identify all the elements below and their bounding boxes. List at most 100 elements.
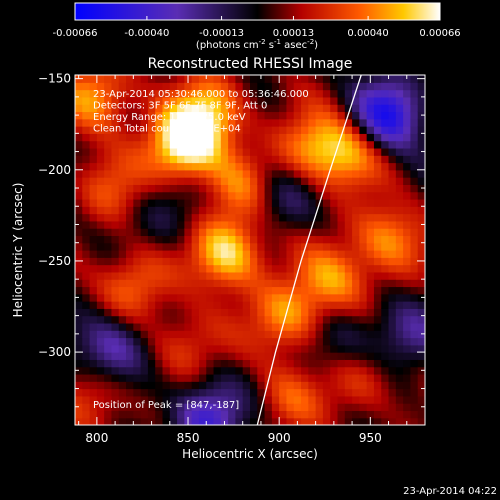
heatmap-cell — [250, 89, 258, 98]
heatmap-cell — [279, 403, 288, 412]
heatmap-cell — [228, 104, 237, 113]
heatmap-cell — [366, 395, 375, 404]
heatmap-cell — [337, 198, 346, 207]
heatmap-cell — [337, 89, 346, 98]
heatmap-cell — [301, 322, 309, 331]
colorbar-tick-label: 0.00066 — [419, 28, 460, 39]
heatmap-cell — [198, 198, 207, 207]
heatmap-cell — [410, 388, 419, 397]
heatmap-cell — [191, 220, 200, 229]
heatmap-cell — [381, 330, 390, 339]
heatmap-cell — [220, 359, 229, 368]
heatmap-cell — [395, 337, 404, 346]
heatmap-cell — [198, 279, 207, 288]
heatmap-cell — [242, 417, 251, 425]
heatmap-cell — [403, 366, 412, 375]
heatmap-cell — [89, 191, 98, 200]
heatmap-cell — [301, 206, 309, 215]
heatmap-cell — [104, 293, 113, 302]
heatmap-cell — [140, 213, 149, 222]
heatmap-cell — [235, 352, 244, 360]
heatmap-cell — [75, 322, 83, 331]
heatmap-cell — [155, 344, 164, 353]
heatmap-cell — [410, 126, 419, 134]
heatmap-cell — [315, 352, 324, 360]
heatmap-cell — [315, 271, 324, 280]
heatmap-cell — [198, 96, 207, 105]
heatmap-cell — [330, 147, 339, 156]
heatmap-cell — [140, 235, 149, 244]
heatmap-cell — [417, 322, 425, 331]
heatmap-cell — [264, 75, 273, 83]
heatmap-cell — [388, 82, 397, 91]
heatmap-cell — [96, 344, 105, 353]
heatmap-cell — [308, 308, 317, 317]
heatmap-cell — [337, 126, 346, 134]
heatmap-cell — [352, 111, 360, 120]
heatmap-cell — [228, 191, 237, 200]
heatmap-cell — [359, 198, 368, 207]
heatmap-cell — [169, 177, 178, 185]
heatmap-cell — [75, 352, 83, 360]
heatmap-cell — [191, 75, 200, 83]
heatmap-cell — [213, 330, 222, 339]
heatmap-cell — [213, 279, 222, 288]
heatmap-cell — [104, 118, 113, 127]
heatmap-cell — [395, 352, 404, 360]
heatmap-cell — [279, 381, 288, 390]
heatmap-cell — [381, 126, 390, 134]
heatmap-cell — [366, 220, 375, 229]
heatmap-cell — [352, 271, 360, 280]
heatmap-cell — [111, 96, 120, 105]
heatmap-cell — [366, 373, 375, 382]
heatmap-cell — [140, 140, 149, 149]
heatmap-cell — [89, 184, 98, 193]
heatmap-cell — [388, 198, 397, 207]
heatmap-cell — [177, 417, 185, 425]
heatmap-cell — [257, 220, 266, 229]
heatmap-cell — [322, 279, 331, 288]
heatmap-cell — [118, 177, 127, 185]
heatmap-cell — [395, 213, 404, 222]
heatmap-cell — [322, 89, 331, 98]
heatmap-cell — [330, 228, 339, 237]
heatmap-cell — [337, 271, 346, 280]
heatmap-cell — [337, 366, 346, 375]
heatmap-cell — [257, 344, 266, 353]
heatmap-cell — [293, 271, 302, 280]
heatmap-cell — [126, 403, 134, 412]
heatmap-cell — [184, 235, 193, 244]
heatmap-cell — [352, 147, 360, 156]
heatmap-cell — [133, 162, 142, 171]
heatmap-cell — [169, 308, 178, 317]
heatmap-cell — [293, 220, 302, 229]
heatmap-cell — [388, 264, 397, 273]
heatmap-cell — [417, 133, 425, 142]
heatmap-cell — [235, 250, 244, 258]
heatmap-cell — [388, 177, 397, 185]
heatmap-cell — [373, 381, 382, 390]
heatmap-cell — [257, 271, 266, 280]
heatmap-cell — [410, 155, 419, 164]
heatmap-cell — [373, 293, 382, 302]
heatmap-cell — [89, 111, 98, 120]
heatmap-cell — [388, 381, 397, 390]
heatmap-cell — [388, 315, 397, 324]
heatmap-cell — [184, 169, 193, 178]
heatmap-cell — [308, 89, 317, 98]
heatmap-cell — [293, 257, 302, 266]
heatmap-cell — [206, 395, 215, 404]
heatmap-cell — [242, 344, 251, 353]
heatmap-cell — [366, 250, 375, 258]
heatmap-cell — [82, 235, 91, 244]
heatmap-cell — [395, 308, 404, 317]
heatmap-cell — [75, 250, 83, 258]
heatmap-cell — [264, 403, 273, 412]
heatmap-cell — [264, 206, 273, 215]
heatmap-cell — [301, 366, 309, 375]
heatmap-cell — [111, 228, 120, 237]
heatmap-cell — [111, 279, 120, 288]
heatmap-cell — [155, 322, 164, 331]
heatmap-cell — [403, 235, 412, 244]
heatmap-cell — [126, 184, 134, 193]
